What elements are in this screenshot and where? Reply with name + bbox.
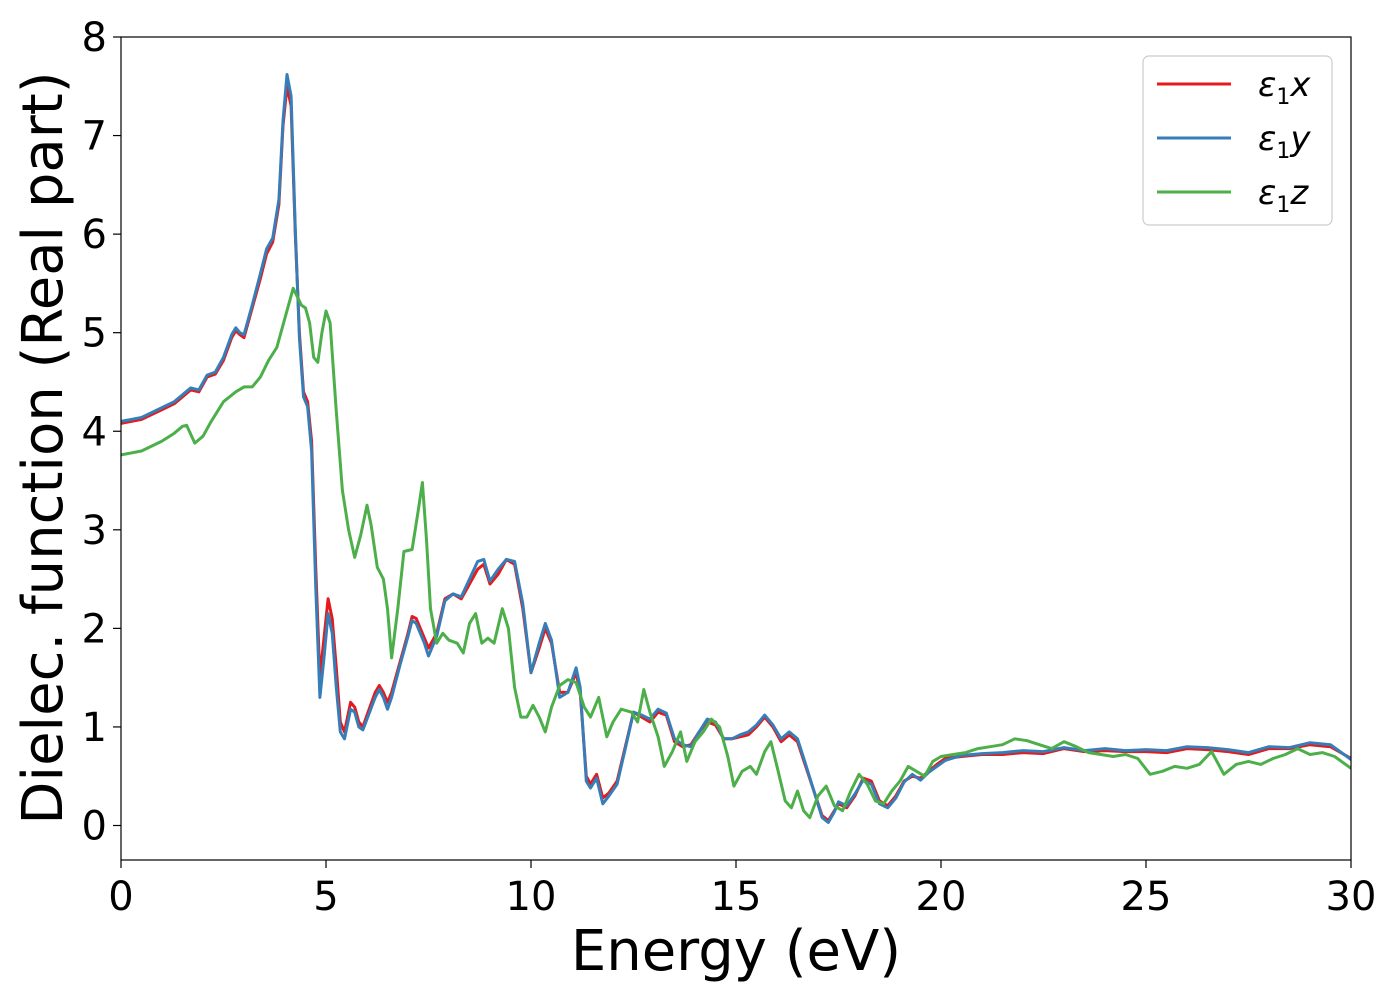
legend-label-x: ε1x — [1258, 65, 1311, 110]
legend-frame — [1142, 55, 1333, 226]
series-layer — [121, 73, 1351, 824]
x-tick-label: 15 — [711, 874, 762, 920]
y-tick-label: 8 — [82, 15, 107, 61]
x-tick-label: 0 — [108, 874, 133, 920]
legend-label-z: ε1z — [1258, 173, 1309, 218]
x-tick-label: 25 — [1121, 874, 1172, 920]
y-tick-label: 0 — [82, 804, 107, 850]
x-axis-ticks: 0 5 10 15 20 25 30 — [108, 860, 1376, 920]
legend: ε1x ε1y ε1z — [1142, 55, 1333, 226]
y-axis-ticks: 0 1 2 3 4 5 6 7 8 — [82, 15, 121, 850]
y-tick-label: 6 — [82, 212, 107, 258]
legend-label-y: ε1y — [1258, 119, 1311, 164]
x-tick-label: 20 — [916, 874, 967, 920]
series-line-z — [121, 286, 1351, 820]
y-axis-label: Dielec. function (Real part) — [11, 71, 76, 824]
x-tick-label: 30 — [1326, 874, 1377, 920]
x-tick-label: 5 — [313, 874, 338, 920]
y-tick-label: 5 — [82, 311, 107, 357]
x-tick-label: 10 — [506, 874, 557, 920]
y-tick-label: 3 — [82, 508, 107, 554]
y-tick-label: 4 — [82, 409, 107, 455]
x-axis-label: Energy (eV) — [571, 919, 901, 984]
y-tick-label: 2 — [82, 606, 107, 652]
y-tick-label: 1 — [82, 705, 107, 751]
y-tick-label: 7 — [82, 114, 107, 160]
